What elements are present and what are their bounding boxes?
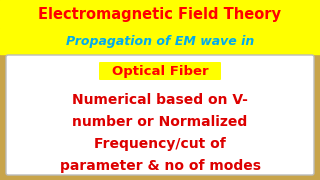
Text: Propagation of EM wave in: Propagation of EM wave in bbox=[66, 35, 254, 48]
Bar bbox=[0, 28, 320, 54]
Text: number or Normalized: number or Normalized bbox=[72, 115, 248, 129]
Text: Electromagnetic Field Theory: Electromagnetic Field Theory bbox=[38, 6, 282, 21]
Text: Numerical based on V-: Numerical based on V- bbox=[72, 93, 248, 107]
Bar bbox=[0, 0, 320, 28]
Text: parameter & no of modes: parameter & no of modes bbox=[60, 159, 260, 173]
FancyBboxPatch shape bbox=[6, 55, 314, 175]
FancyBboxPatch shape bbox=[99, 62, 221, 80]
Text: Frequency/cut of: Frequency/cut of bbox=[94, 137, 226, 151]
Text: Optical Fiber: Optical Fiber bbox=[112, 64, 208, 78]
